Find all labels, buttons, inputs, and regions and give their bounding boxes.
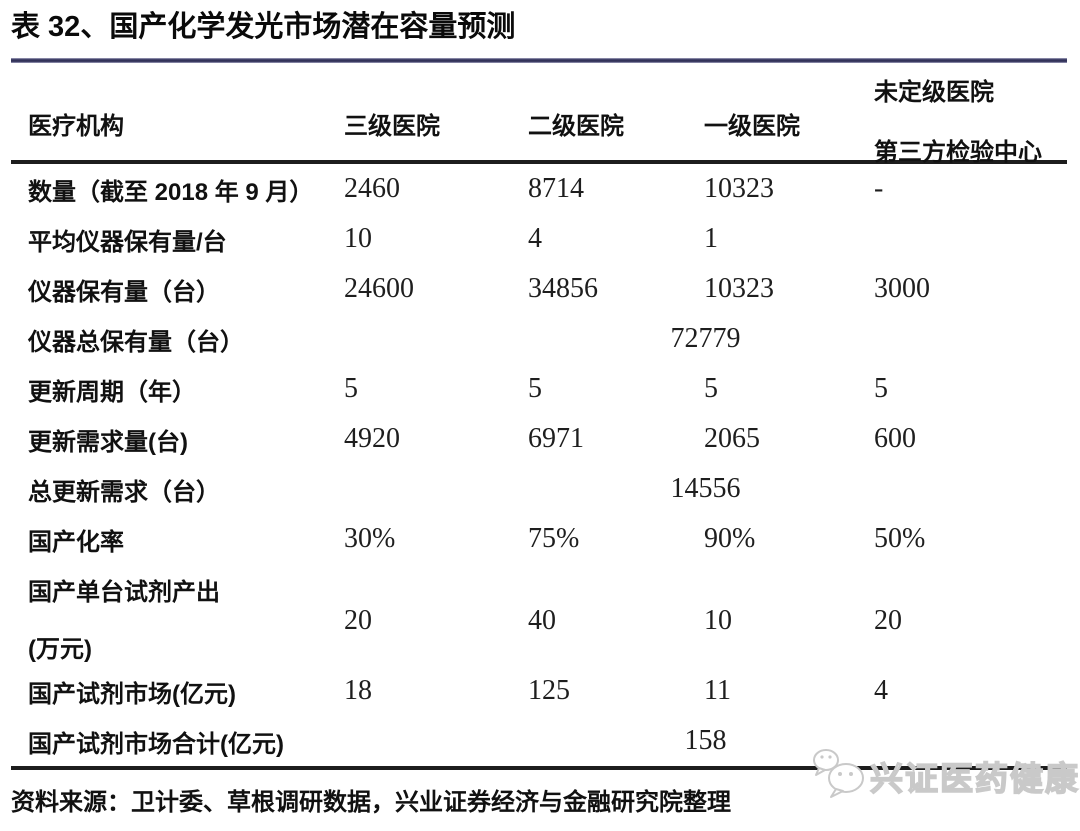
row-value: 5 bbox=[344, 373, 358, 404]
row-label: 更新周期（年） bbox=[28, 378, 196, 406]
row-value: 30% bbox=[344, 523, 396, 554]
row-value: 2460 bbox=[344, 173, 400, 204]
row-value: 10 bbox=[344, 223, 372, 254]
row-value: 5 bbox=[874, 373, 888, 404]
row-label-line2: (万元) bbox=[28, 636, 92, 663]
row-value: 11 bbox=[704, 675, 731, 706]
row-label: 仪器总保有量（台） bbox=[28, 328, 244, 356]
table-title: 表 32、国产化学发光市场潜在容量预测 bbox=[11, 11, 516, 43]
column-header-unrated-thirdparty: 未定级医院 第三方检验中心 bbox=[874, 63, 1067, 183]
row-label: 平均仪器保有量/台 bbox=[28, 228, 227, 256]
row-value: 20 bbox=[874, 605, 902, 636]
row-label: 国产试剂市场(亿元) bbox=[28, 680, 236, 708]
row-value: 3000 bbox=[874, 273, 930, 304]
watermark: 兴证医药健康 bbox=[810, 747, 1080, 804]
row-label: 国产单台试剂产出 (万元) bbox=[11, 564, 344, 678]
row-value: 40 bbox=[528, 605, 556, 636]
table-bottom-border bbox=[11, 766, 1067, 770]
column-header-primary: 一级医院 bbox=[704, 112, 800, 140]
table-row: 总更新需求（台） 14556 bbox=[11, 464, 1067, 514]
column-header-line2: 第三方检验中心 bbox=[874, 139, 1042, 166]
header-bottom-border bbox=[11, 160, 1067, 164]
table-row: 国产试剂市场(亿元) 18 125 11 4 bbox=[11, 666, 1067, 716]
column-header-tertiary: 三级医院 bbox=[344, 112, 440, 140]
row-value: 75% bbox=[528, 523, 580, 554]
row-value: 1 bbox=[704, 223, 718, 254]
row-value: 4920 bbox=[344, 423, 400, 454]
table-row: 国产单台试剂产出 (万元) 20 40 10 20 bbox=[11, 564, 1067, 666]
row-label: 数量（截至 2018 年 9 月） bbox=[28, 178, 314, 206]
row-label: 国产化率 bbox=[28, 528, 124, 556]
row-value: 10323 bbox=[704, 173, 774, 204]
row-value: 34856 bbox=[528, 273, 598, 304]
row-value: 5 bbox=[704, 373, 718, 404]
table-body: 数量（截至 2018 年 9 月） 2460 8714 10323 - 平均仪器保有量/台… bbox=[11, 164, 1067, 766]
table-row: 更新周期（年） 5 5 5 5 bbox=[11, 364, 1067, 414]
row-merged-value: 158 bbox=[684, 725, 727, 756]
table-row: 更新需求量(台) 4920 6971 2065 600 bbox=[11, 414, 1067, 464]
row-value: 24600 bbox=[344, 273, 414, 304]
row-value: 10 bbox=[704, 605, 732, 636]
row-value: 18 bbox=[344, 675, 372, 706]
row-value: 4 bbox=[874, 675, 888, 706]
column-header-secondary: 二级医院 bbox=[528, 112, 624, 140]
row-value: - bbox=[874, 173, 884, 204]
table-top-border bbox=[11, 58, 1067, 63]
table-row: 国产化率 30% 75% 90% 50% bbox=[11, 514, 1067, 564]
row-value: 4 bbox=[528, 223, 542, 254]
row-value: 125 bbox=[528, 675, 570, 706]
table-header-row: 医疗机构 三级医院 二级医院 一级医院 未定级医院 第三方检验中心 bbox=[11, 63, 1067, 166]
wechat-icon bbox=[810, 747, 868, 804]
data-table: 医疗机构 三级医院 二级医院 一级医院 未定级医院 第三方检验中心 数量（截至 … bbox=[11, 58, 1067, 770]
row-value: 5 bbox=[528, 373, 542, 404]
row-value: 90% bbox=[704, 523, 756, 554]
row-label: 更新需求量(台) bbox=[28, 428, 188, 456]
table-row: 仪器总保有量（台） 72779 bbox=[11, 314, 1067, 364]
row-label: 国产试剂市场合计(亿元) bbox=[28, 730, 284, 758]
table-row: 国产试剂市场合计(亿元) 158 bbox=[11, 716, 1067, 766]
row-merged-value: 14556 bbox=[670, 473, 741, 504]
row-value: 10323 bbox=[704, 273, 774, 304]
watermark-text: 兴证医药健康 bbox=[869, 759, 1080, 798]
row-value: 600 bbox=[874, 423, 916, 454]
column-header-institution: 医疗机构 bbox=[28, 112, 124, 140]
row-value: 8714 bbox=[528, 173, 584, 204]
column-header-line1: 未定级医院 bbox=[874, 79, 994, 106]
table-row: 仪器保有量（台） 24600 34856 10323 3000 bbox=[11, 264, 1067, 314]
row-value: 20 bbox=[344, 605, 372, 636]
row-label: 总更新需求（台） bbox=[28, 478, 220, 506]
row-value: 6971 bbox=[528, 423, 584, 454]
row-label-line1: 国产单台试剂产出 bbox=[28, 579, 220, 606]
row-merged-value: 72779 bbox=[670, 323, 741, 354]
table-row: 平均仪器保有量/台 10 4 1 bbox=[11, 214, 1067, 264]
row-label: 仪器保有量（台） bbox=[28, 278, 220, 306]
row-value: 50% bbox=[874, 523, 926, 554]
source-note: 资料来源：卫计委、草根调研数据，兴业证券经济与金融研究院整理 bbox=[11, 789, 731, 816]
row-value: 2065 bbox=[704, 423, 760, 454]
table-row: 数量（截至 2018 年 9 月） 2460 8714 10323 - bbox=[11, 164, 1067, 214]
